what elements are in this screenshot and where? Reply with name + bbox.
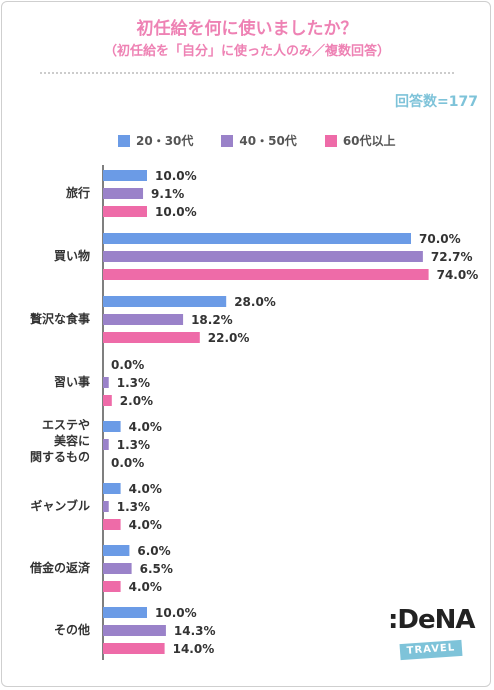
category-label: ギャンブル — [30, 498, 90, 513]
bar-value-label: 18.2% — [191, 313, 233, 327]
logo-wordmark: :DeNA — [388, 605, 475, 635]
bar — [103, 395, 112, 406]
legend-swatch-60 — [324, 134, 337, 147]
bar-value-label: 10.0% — [155, 606, 197, 620]
legend-swatch-20-30 — [118, 134, 130, 147]
bar-value-label: 1.3% — [117, 376, 150, 390]
legend-item-40-50: 40・50代 — [221, 132, 297, 149]
chart-title: 初任給を何に使いましたか？ — [136, 19, 358, 39]
category-label: 関するもの — [30, 450, 90, 464]
bar-value-label: 10.0% — [155, 205, 197, 219]
category-label: 旅行 — [66, 185, 90, 200]
bar — [103, 545, 130, 556]
bar-value-label: 0.0% — [111, 456, 144, 470]
bar — [103, 296, 227, 307]
bar — [103, 519, 121, 530]
category-label: 習い事 — [54, 374, 90, 389]
bar — [103, 643, 165, 654]
bar — [103, 269, 429, 280]
category-label: 借金の返済 — [29, 560, 91, 575]
bar-value-label: 9.1% — [151, 187, 184, 201]
dena-travel-logo: :DeNA TRAVEL — [388, 605, 478, 665]
bar — [103, 581, 121, 592]
logo-badge: TRAVEL — [399, 639, 463, 661]
bar-value-label: 4.0% — [129, 580, 162, 594]
legend: 20・30代 40・50代 60代以上 — [118, 132, 396, 149]
legend-swatch-40-50 — [221, 134, 234, 147]
title-divider — [40, 72, 454, 74]
bar — [103, 314, 184, 325]
bar — [103, 206, 147, 217]
bar-value-label: 6.5% — [140, 562, 173, 576]
bar — [103, 439, 109, 450]
category-label: その他 — [54, 622, 90, 637]
bar-value-label: 74.0% — [437, 268, 479, 282]
bar-value-label: 70.0% — [419, 232, 461, 246]
bar — [103, 607, 147, 618]
bar — [103, 483, 121, 494]
respondent-count: 回答数=177 — [395, 94, 478, 110]
category-label: エステや — [42, 418, 90, 432]
chart-subtitle: （初任給を「自分」に使った人のみ／複数回答） — [103, 44, 390, 59]
bar-value-label: 4.0% — [129, 420, 162, 434]
bar-value-label: 2.0% — [120, 394, 153, 408]
bar — [103, 188, 144, 199]
category-label: 美容に — [54, 433, 90, 448]
bar — [103, 251, 423, 262]
bar-value-label: 4.0% — [129, 482, 162, 496]
category-label: 買い物 — [54, 248, 90, 263]
bar-value-label: 6.0% — [137, 544, 170, 558]
bar — [103, 377, 109, 388]
bar-value-label: 1.3% — [117, 438, 150, 452]
legend-label-40-50: 40・50代 — [239, 134, 297, 148]
bar-value-label: 28.0% — [234, 295, 276, 309]
legend-label-60: 60代以上 — [342, 134, 396, 148]
bar — [103, 170, 147, 181]
bar — [103, 625, 166, 636]
bar — [103, 501, 109, 512]
bar — [103, 233, 411, 244]
bar-value-label: 1.3% — [117, 500, 150, 514]
bar-value-label: 0.0% — [111, 358, 144, 372]
legend-item-20-30: 20・30代 — [118, 132, 193, 149]
bar-value-label: 4.0% — [129, 518, 162, 532]
category-label: 贅沢な食事 — [30, 311, 90, 326]
bar-value-label: 14.3% — [174, 624, 216, 638]
bar-value-label: 14.0% — [173, 642, 215, 656]
bar-value-label: 10.0% — [155, 169, 197, 183]
bar — [103, 332, 200, 343]
legend-item-60: 60代以上 — [324, 132, 396, 149]
bar-value-label: 22.0% — [208, 331, 250, 345]
bar-value-label: 72.7% — [431, 250, 473, 264]
legend-label-20-30: 20・30代 — [136, 134, 194, 148]
bar — [103, 421, 121, 432]
bar — [103, 563, 132, 574]
